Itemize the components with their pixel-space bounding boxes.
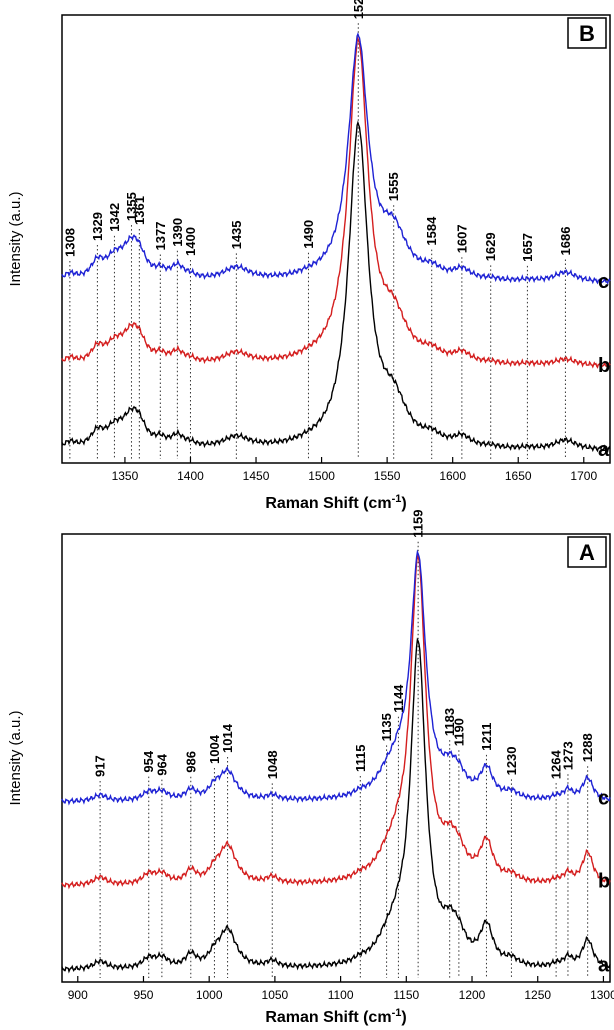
peak-label: 1115 [353,745,368,773]
panel-label-box: B [567,17,607,49]
peak-label: 1435 [229,220,244,249]
peak-label: 1159 [411,509,426,537]
peak-label: 1528 [351,0,366,19]
panel-label: B [579,21,595,46]
peak-label: 1329 [90,212,105,241]
peak-label: 986 [183,751,198,773]
peak-label: 1686 [558,227,573,256]
x-tick-label: 950 [133,988,153,1002]
series-labels: a b c [598,787,610,976]
x-tick-label: 1350 [112,469,139,483]
spectrum-a [61,637,611,974]
x-tick-label: 1650 [505,469,532,483]
x-axis-label: Raman Shift (cm-1) [265,1007,406,1026]
peak-marker-lines [99,541,589,978]
peak-label: 1629 [483,232,498,261]
y-axis-label: Intensity (a.u.) [7,710,24,805]
spectrum-a [61,120,611,453]
panel-label-box: A [567,536,607,568]
x-tick-label: 1200 [459,988,486,1002]
series-label-c: c [598,271,609,293]
peak-label: 964 [154,753,169,775]
spectrum-c [61,549,611,806]
x-axis-ticks: 1350 1400 1450 1500 1550 1600 1650 1700 [112,457,597,483]
x-tick-label: 1050 [262,988,289,1002]
x-tick-label: 1500 [308,469,335,483]
peak-label: 1048 [265,750,280,779]
x-tick-label: 1400 [177,469,204,483]
x-tick-label: 1100 [328,988,354,1002]
x-tick-label: 1300 [590,988,614,1002]
peak-label: 1004 [207,734,222,764]
peak-label: 1190 [451,718,466,746]
x-tick-label: 900 [68,988,88,1002]
peak-label: 1400 [183,227,198,256]
series-labels: a b c [598,271,610,461]
peak-label: 1273 [560,741,575,770]
x-tick-label: 1250 [524,988,551,1002]
peak-label: 1342 [107,203,122,232]
y-axis-label: Intensity (a.u.) [7,191,24,286]
peak-label: 1014 [220,723,235,753]
peak-label: 1355 [124,192,139,221]
plot-frame [61,533,611,983]
peak-label: 1135 [379,713,394,741]
x-tick-label: 1450 [243,469,270,483]
peak-label: 917 [93,755,108,777]
peak-label: 1211 [479,723,494,751]
series-label-a: a [598,955,610,977]
spectra-lines [61,549,611,974]
peak-label: 1361 [132,196,147,225]
plot-frame [61,14,611,464]
series-label-b: b [598,355,610,377]
x-tick-label: 1550 [374,469,401,483]
peak-label: 1288 [580,733,595,762]
peak-label: 1490 [301,220,316,249]
peak-label: 1377 [153,222,168,251]
peak-marker-lines [69,23,566,459]
peak-label: 1308 [62,228,77,257]
series-label-b: b [598,870,610,892]
spectrum-b [61,553,611,890]
peak-label: 1607 [454,224,469,253]
peak-label: 1183 [442,708,457,736]
series-label-c: c [598,787,609,809]
x-tick-label: 1600 [439,469,466,483]
x-tick-label: 1000 [196,988,223,1002]
x-axis-ticks: 900 950 1000 1050 1100 1150 1200 1250 1300 [68,976,614,1002]
spectra-lines [61,32,611,453]
spectrum-b [61,36,611,370]
peak-label: 1264 [549,750,564,780]
spectrum-c [61,32,611,285]
x-axis-label: Raman Shift (cm-1) [265,493,406,512]
peak-label: 1584 [424,216,439,246]
peak-label: 1657 [520,233,535,262]
peak-label: 1555 [386,172,401,201]
x-tick-label: 1700 [570,469,597,483]
series-label-a: a [598,439,610,461]
peak-label: 1390 [170,218,185,247]
peak-label: 1230 [504,746,519,775]
panel-label: A [579,540,595,565]
x-tick-label: 1150 [393,988,419,1002]
peak-label: 954 [141,750,156,772]
peak-label: 1144 [391,684,406,713]
